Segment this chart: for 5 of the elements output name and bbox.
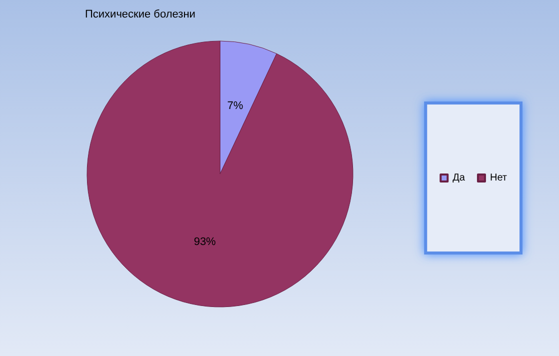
chart-title: Психические болезни [85, 8, 196, 20]
data-label: 7% [227, 100, 244, 112]
data-label: 93% [194, 236, 216, 248]
legend-label: Да [452, 172, 466, 184]
legend-label: Нет [490, 172, 508, 184]
